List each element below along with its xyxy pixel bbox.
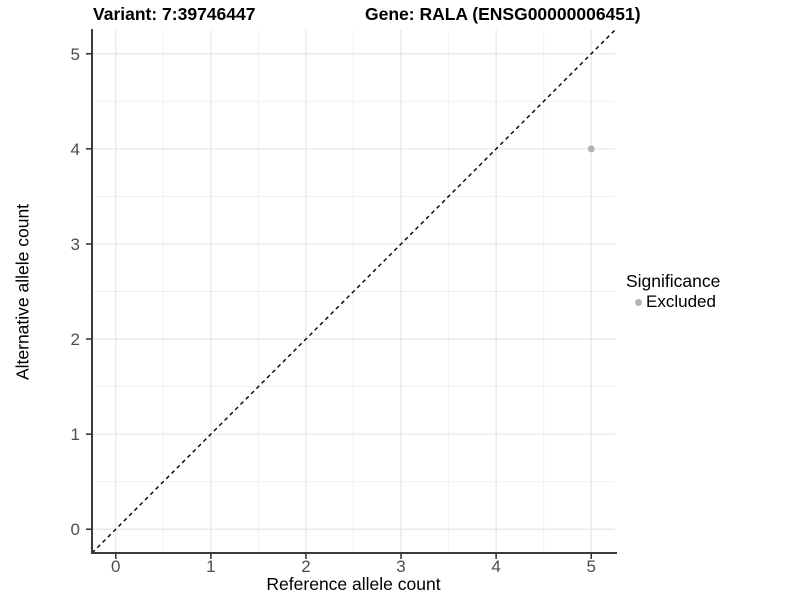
x-tick-label: 4	[491, 557, 500, 576]
legend: Significance Excluded	[626, 271, 720, 312]
plot-title-gene: Gene: RALA (ENSG00000006451)	[365, 4, 641, 24]
x-tick-label: 3	[396, 557, 405, 576]
x-tick-label: 5	[586, 557, 595, 576]
x-tick-label: 1	[206, 557, 215, 576]
y-tick-label: 1	[71, 425, 80, 444]
legend-item-label: Excluded	[646, 292, 716, 311]
legend-point-swatch-icon	[635, 298, 642, 306]
plot-title-variant: Variant: 7:39746447	[93, 4, 256, 24]
x-axis-title: Reference allele count	[266, 574, 441, 594]
y-tick-label: 5	[71, 45, 80, 64]
legend-item-excluded: Excluded	[626, 292, 720, 312]
legend-title: Significance	[626, 271, 721, 291]
y-tick-label: 0	[71, 520, 80, 539]
x-tick-label: 0	[111, 557, 120, 576]
y-tick-label: 3	[71, 235, 80, 254]
y-tick-label: 2	[71, 330, 80, 349]
x-tick-label: 2	[301, 557, 310, 576]
data-point-excluded	[587, 145, 595, 153]
identity-reference-line	[91, 29, 616, 554]
y-tick-label: 4	[71, 140, 80, 159]
